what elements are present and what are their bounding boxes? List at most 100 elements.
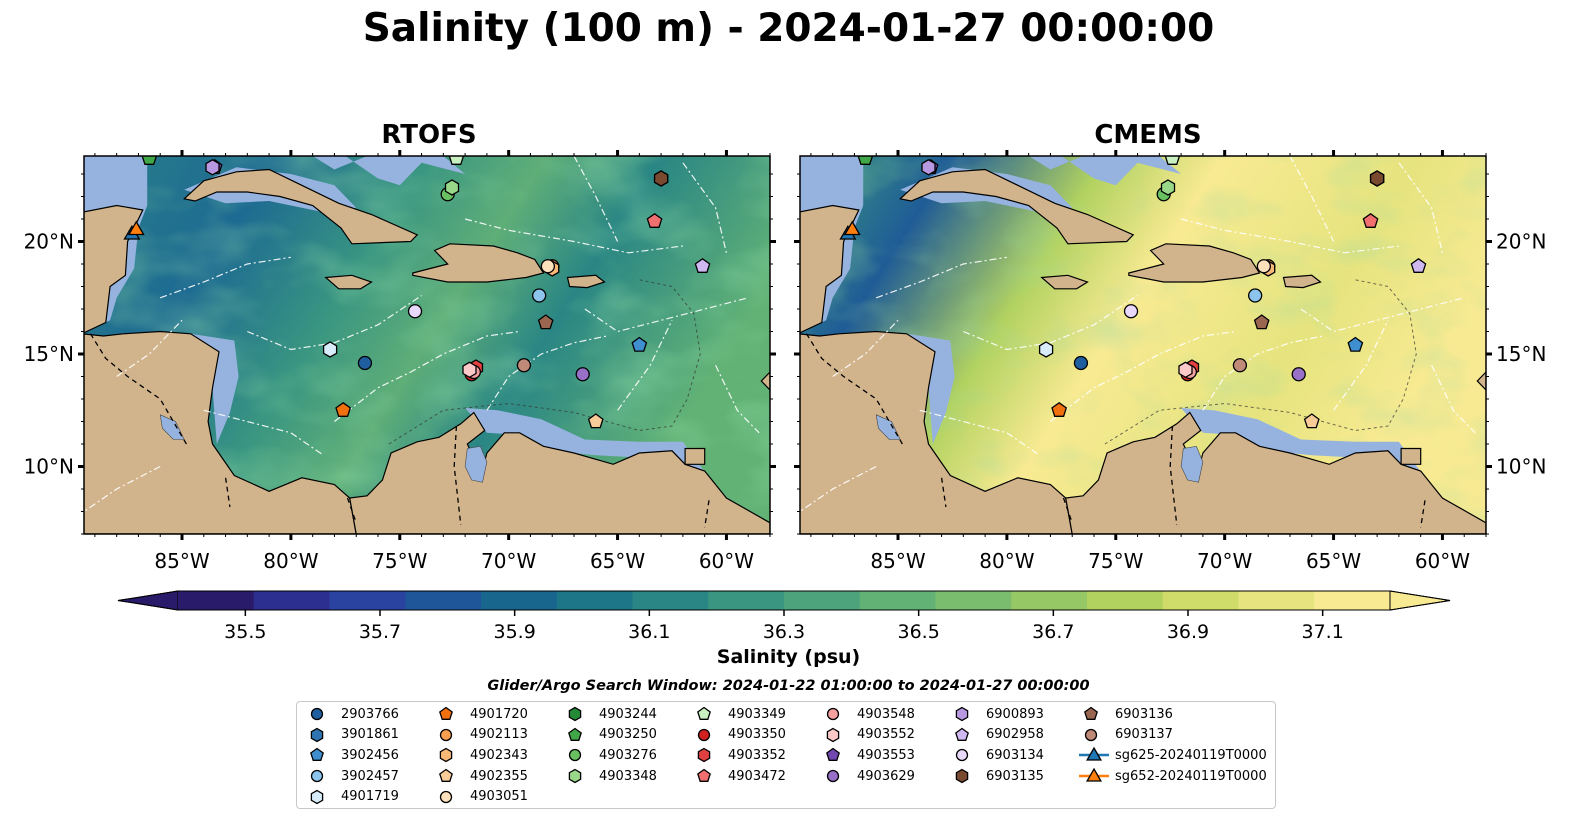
land-southamerica — [348, 411, 770, 534]
float-6903135 — [653, 170, 669, 187]
land-puertorico — [1282, 274, 1322, 289]
land-southamerica — [1064, 411, 1486, 534]
legend-symbol — [1084, 706, 1098, 720]
map-panel-cmems: 85°W 80°W 75°W 70°W 65°W 60°W 20°N 15°N 10°N — [794, 150, 1546, 573]
lon-tick-label: 85°W — [154, 549, 209, 573]
shelf-bahamas — [312, 156, 466, 186]
colorbar-segment — [784, 591, 861, 610]
map-frame — [83, 155, 771, 535]
legend-marker — [310, 707, 324, 721]
lon-tick-label: 60°W — [699, 549, 754, 573]
legend-label: 4903629 — [857, 768, 915, 784]
country-border — [1062, 497, 1073, 524]
legend-label: 6903134 — [986, 747, 1044, 763]
legend-marker — [439, 790, 453, 803]
country-border — [89, 333, 187, 445]
legend-label: 2903766 — [341, 706, 399, 722]
land-jamaica — [1040, 274, 1089, 290]
eez-boundary — [832, 319, 899, 377]
colorbar-label: Salinity (psu) — [716, 646, 861, 668]
colorbar-segment — [405, 591, 482, 610]
legend-item-4901720: 4901720 — [432, 704, 528, 724]
legend-item-3902457: 3902457 — [303, 766, 399, 786]
legend-item-3901861: 3901861 — [303, 725, 399, 745]
colorbar-segment — [935, 591, 1012, 610]
eez-boundary — [464, 218, 683, 254]
legend-item-6903135: 6903135 — [948, 766, 1044, 786]
colorbar-tick-label: 35.5 — [224, 621, 266, 643]
legend-symbol — [826, 727, 840, 742]
map-frame — [799, 155, 1487, 535]
float-4903348 — [444, 179, 460, 196]
isobath-contour — [388, 279, 701, 445]
legend-symbol — [439, 728, 453, 741]
legend-label: 4903250 — [599, 727, 657, 743]
legend-item-4902343: 4902343 — [432, 745, 528, 765]
legend-marker — [439, 728, 453, 741]
country-border — [1169, 425, 1178, 526]
float-4903051 — [1256, 259, 1272, 274]
float-3902456 — [631, 336, 648, 352]
legend-label: 6903136 — [1115, 706, 1173, 722]
legend-item-4903250: 4903250 — [561, 725, 657, 745]
land-hispaniola — [1128, 243, 1261, 283]
legend-label: 4903553 — [857, 747, 915, 763]
float-4903472 — [1362, 213, 1379, 228]
legend-item-4901719: 4901719 — [303, 787, 399, 807]
lon-tick-label: 80°W — [979, 549, 1034, 573]
legend-symbol — [310, 707, 324, 721]
land-northeast — [1476, 371, 1486, 391]
colorbar-tick-label: 37.1 — [1302, 621, 1344, 643]
lat-tick-label: 15°N — [1496, 342, 1546, 366]
country-border — [704, 500, 710, 528]
float-3902457 — [532, 288, 547, 303]
legend-symbol — [955, 768, 969, 784]
country-border — [1420, 500, 1426, 528]
land-jamaica — [324, 274, 373, 290]
legend-symbol — [1084, 728, 1098, 741]
legend-item-4902113: 4902113 — [432, 725, 528, 745]
legend-marker — [310, 748, 324, 762]
lon-tick-label: 75°W — [372, 549, 427, 573]
lat-tick-label: 10°N — [24, 455, 74, 479]
eez-boundary — [1333, 320, 1389, 411]
float-4903552 — [1178, 361, 1193, 379]
legend-item-sg625-20240119T0000: sg625-20240119T0000 — [1077, 745, 1267, 765]
eez-boundary — [715, 365, 760, 434]
legend-marker — [826, 748, 840, 762]
eez-boundary — [584, 297, 749, 333]
legend-symbol — [310, 769, 324, 783]
colorbar-segment — [1087, 591, 1164, 610]
land-cuba — [182, 168, 419, 245]
float-4903051 — [540, 259, 556, 274]
glider-sg652-20240119T0000 — [843, 220, 861, 236]
legend-item-4903472: 4903472 — [690, 766, 786, 786]
shelf-nicShelf — [906, 333, 955, 444]
colorbar-segment — [1011, 591, 1088, 610]
colorbar-tick-label: 35.7 — [359, 621, 401, 643]
eez-boundary — [682, 162, 727, 253]
colorbar-segment — [1314, 591, 1391, 610]
legend-label: 6903135 — [986, 768, 1044, 784]
legend-symbol — [439, 706, 453, 720]
country-border — [940, 477, 947, 508]
legend-symbol — [697, 748, 711, 763]
legend-marker — [826, 707, 840, 721]
colorbar: 35.5 35.7 35.9 36.1 36.3 36.5 36.7 36.9 37.1 — [117, 590, 1451, 643]
float-6903135 — [1369, 170, 1385, 187]
eez-boundary — [1398, 162, 1443, 253]
colorbar-tick-label: 36.7 — [1032, 621, 1074, 643]
colorbar-segment — [708, 591, 785, 610]
legend-symbol — [697, 706, 711, 720]
lon-tick-label: 70°W — [1197, 549, 1252, 573]
colorbar-tick-label: 36.1 — [628, 621, 670, 643]
lake-maracaibo — [464, 445, 488, 483]
legend-symbol — [310, 748, 324, 762]
land-cuba — [898, 168, 1135, 245]
legend-item-3902456: 3902456 — [303, 745, 399, 765]
legend-label: 4903051 — [470, 789, 528, 805]
colorbar-segment — [253, 591, 330, 610]
eez-boundary — [963, 295, 1138, 351]
float-2903766 — [357, 355, 373, 371]
float-4903629 — [575, 367, 590, 382]
